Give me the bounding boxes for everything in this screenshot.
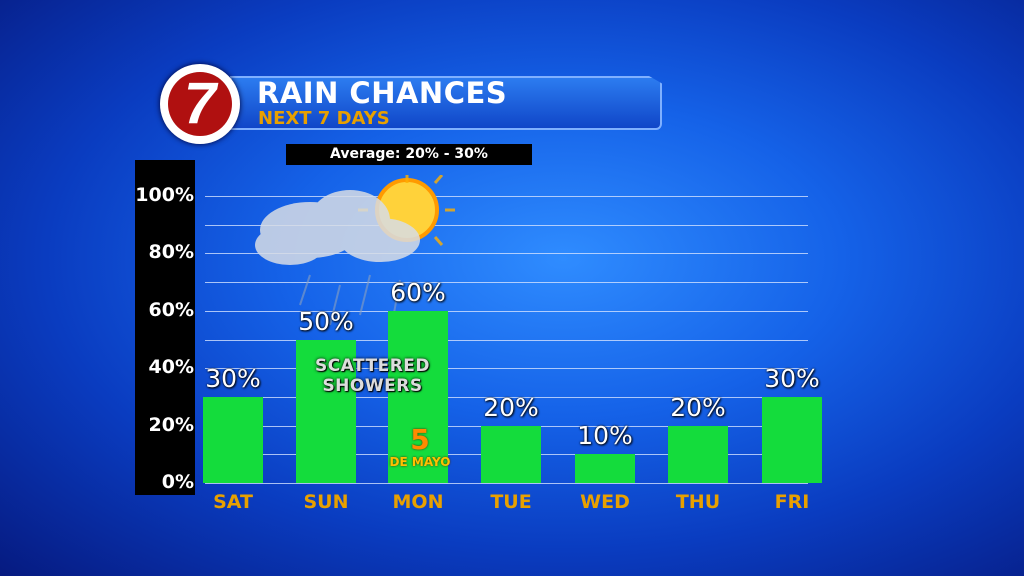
weather-note: SCATTERED SHOWERS bbox=[290, 356, 455, 396]
weather-note-line2: SHOWERS bbox=[322, 376, 423, 396]
logo-number: 7 bbox=[183, 71, 217, 136]
bar-sat bbox=[203, 396, 263, 483]
title-banner bbox=[230, 76, 662, 130]
weather-note-line1: SCATTERED bbox=[314, 356, 431, 376]
station-logo: 7 bbox=[160, 64, 240, 144]
gridline bbox=[205, 368, 808, 370]
y-tick-label: 60% bbox=[148, 298, 194, 321]
bar-tue bbox=[481, 425, 541, 483]
y-tick-label: 80% bbox=[148, 241, 194, 264]
day-label: THU bbox=[675, 491, 721, 513]
value-label: 60% bbox=[390, 277, 446, 307]
gridline bbox=[205, 224, 808, 226]
gridline bbox=[205, 396, 808, 398]
bar-wed bbox=[575, 454, 635, 483]
chart-subtitle: NEXT 7 DAYS bbox=[258, 108, 390, 129]
bar-fri bbox=[762, 396, 822, 483]
y-tick-label: 100% bbox=[135, 184, 194, 206]
value-label: 20% bbox=[483, 392, 539, 422]
value-label: 20% bbox=[670, 392, 726, 422]
day-label: WED bbox=[580, 491, 630, 513]
y-tick-label: 0% bbox=[161, 471, 194, 493]
sun-cloud-rain-icon bbox=[255, 175, 455, 336]
value-label: 50% bbox=[298, 306, 354, 336]
value-label: 30% bbox=[205, 363, 261, 393]
gridline bbox=[205, 339, 808, 341]
average-label: Average: 20% - 30% bbox=[286, 144, 532, 165]
gridline bbox=[205, 310, 808, 312]
gridline bbox=[205, 483, 808, 484]
day-label: SUN bbox=[303, 491, 349, 513]
bar-sun bbox=[296, 339, 356, 483]
day-label: TUE bbox=[490, 491, 532, 513]
chart-title: RAIN CHANCES bbox=[257, 76, 508, 110]
value-label: 30% bbox=[764, 363, 820, 393]
day-label: FRI bbox=[774, 491, 810, 513]
bar-mon bbox=[388, 310, 448, 483]
value-label: 10% bbox=[577, 421, 633, 451]
cinco-de-mayo-badge: 5 DE MAYO bbox=[370, 423, 470, 470]
gridline bbox=[205, 253, 808, 255]
holiday-number: 5 bbox=[410, 423, 430, 456]
y-tick-label: 20% bbox=[148, 413, 194, 436]
y-tick-label: 40% bbox=[148, 356, 194, 379]
holiday-text: DE MAYO bbox=[389, 455, 451, 469]
gridline bbox=[205, 196, 808, 197]
day-label: MON bbox=[392, 491, 444, 513]
bar-thu bbox=[668, 425, 728, 483]
y-axis-panel bbox=[135, 160, 195, 495]
gridline bbox=[205, 282, 808, 284]
day-label: SAT bbox=[213, 491, 253, 513]
